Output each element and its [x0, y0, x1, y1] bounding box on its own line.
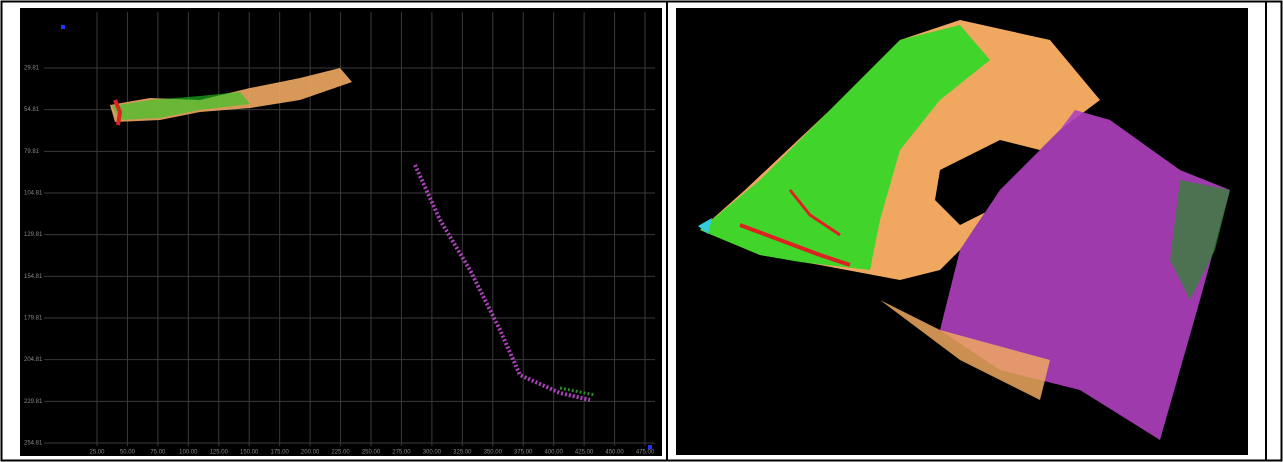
x-tick-label: 275.00 — [392, 450, 411, 456]
x-tick-label: 350.00 — [484, 450, 503, 456]
y-tick-label: 254.81 — [24, 441, 43, 447]
axis-marker — [61, 25, 65, 29]
x-tick-label: 400.00 — [544, 450, 563, 456]
x-tick-label: 250.00 — [362, 450, 381, 456]
profile-view: 25.00 50.00 75.00 100.00 125.00 150.00 175.00 2… — [20, 8, 662, 456]
y-tick-label: 129.81 — [24, 232, 43, 238]
y-tick-label: 229.81 — [24, 399, 43, 405]
x-tick-label: 450.00 — [605, 450, 624, 456]
x-tick-label: 425.00 — [575, 450, 594, 456]
x-tick-label: 50.00 — [120, 450, 136, 456]
x-tick-label: 225.00 — [331, 450, 350, 456]
x-tick-label: 375.00 — [514, 450, 533, 456]
x-tick-label: 325.00 — [453, 450, 472, 456]
axis-marker — [648, 445, 652, 449]
x-tick-label: 75.00 — [150, 450, 166, 456]
x-tick-label: 175.00 — [270, 450, 289, 456]
screenshot: 25.00 50.00 75.00 100.00 125.00 150.00 175.00 2… — [0, 0, 1283, 462]
x-tick-label: 125.00 — [210, 450, 229, 456]
x-tick-label: 475.00 — [636, 450, 655, 456]
y-tick-label: 29.81 — [24, 66, 40, 72]
y-tick-label: 204.81 — [24, 357, 43, 363]
x-tick-label: 25.00 — [89, 450, 105, 456]
y-tick-label: 154.81 — [24, 274, 43, 280]
y-tick-label: 179.81 — [24, 316, 43, 322]
y-tick-label: 79.81 — [24, 149, 40, 155]
3d-view — [676, 8, 1248, 455]
x-tick-label: 300.00 — [423, 450, 442, 456]
y-tick-label: 104.81 — [24, 191, 43, 197]
y-tick-label: 54.81 — [24, 107, 40, 113]
x-tick-label: 150.00 — [240, 450, 259, 456]
x-tick-label: 200.00 — [301, 450, 320, 456]
x-tick-label: 100.00 — [179, 450, 198, 456]
